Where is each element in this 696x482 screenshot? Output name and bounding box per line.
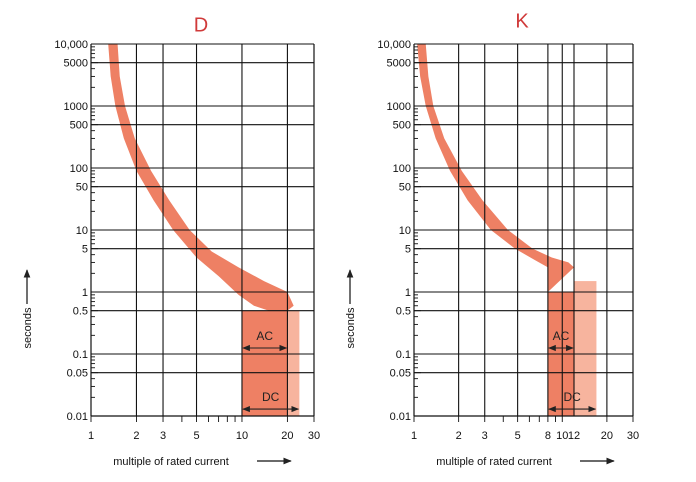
annotation-label-dc: DC [262,390,280,404]
y-tick-label: 10,000 [54,39,88,51]
y-tick-label: 1000 [64,101,88,113]
chart-title: K [515,10,529,32]
x-tick-label: 30 [308,430,320,442]
y-tick-label: 1 [82,287,88,299]
y-tick-label: 0.05 [67,368,88,380]
trip-characteristic-band [417,44,575,292]
annotation-label-ac: AC [256,329,273,343]
trip-characteristic-band [108,44,294,311]
y-tick-label: 0.1 [73,349,88,361]
y-tick-label: 10 [399,225,411,237]
y-tick-label: 0.01 [67,411,88,423]
x-tick-label: 20 [281,430,293,442]
y-tick-label: 5000 [64,58,88,70]
y-tick-label: 0.01 [390,411,411,423]
x-tick-label: 2 [456,430,462,442]
y-tick-label: 500 [70,120,88,132]
y-tick-label: 0.05 [390,368,411,380]
x-tick-label: 1 [411,430,417,442]
x-tick-label: 5 [193,430,199,442]
x-tick-label: 2 [133,430,139,442]
x-tick-label: 20 [601,430,613,442]
x-tick-label: 3 [482,430,488,442]
x-tick-label: 3 [160,430,166,442]
chart-panel-k: K 0.01 0.05 0.1 0.5 1 5 10 50 100 500 1000 5000 10,00… [345,10,639,468]
dc-trip-region [287,310,300,416]
y-axis-label: seconds [345,307,357,348]
y-tick-label: 5 [82,244,88,256]
x-tick-label: 10 [236,430,248,442]
y-tick-label: 50 [399,182,411,194]
x-tick-label: 5 [515,430,521,442]
y-tick-label: 1000 [387,101,411,113]
x-axis-label: multiple of rated current [436,456,552,468]
y-tick-label: 0.1 [396,349,411,361]
y-tick-label: 100 [70,163,88,175]
dc-trip-region [574,281,597,416]
y-tick-label: 10,000 [377,39,411,51]
y-tick-label: 5000 [387,58,411,70]
x-tick-label: 12 [568,430,580,442]
x-tick-label: 30 [627,430,639,442]
y-tick-label: 10 [76,225,88,237]
chart-panel-d: D 0.01 0.05 0.1 0.5 1 5 10 50 100 500 1000 5000 10,00… [22,14,320,468]
chart-title: D [194,14,208,36]
annotation-label-ac: AC [553,329,570,343]
y-tick-label: 1 [405,287,411,299]
ac-trip-region [241,310,288,416]
x-tick-label: 1 [88,430,94,442]
x-tick-label: 10 [556,430,568,442]
y-tick-label: 50 [76,182,88,194]
y-tick-label: 5 [405,244,411,256]
annotation-label-dc: DC [563,390,581,404]
x-axis-label: multiple of rated current [113,456,229,468]
y-axis-label: seconds [22,307,34,348]
y-tick-label: 100 [393,163,411,175]
y-tick-label: 0.5 [396,306,411,318]
y-tick-label: 0.5 [73,306,88,318]
x-tick-label: 8 [545,430,551,442]
y-tick-label: 500 [393,120,411,132]
